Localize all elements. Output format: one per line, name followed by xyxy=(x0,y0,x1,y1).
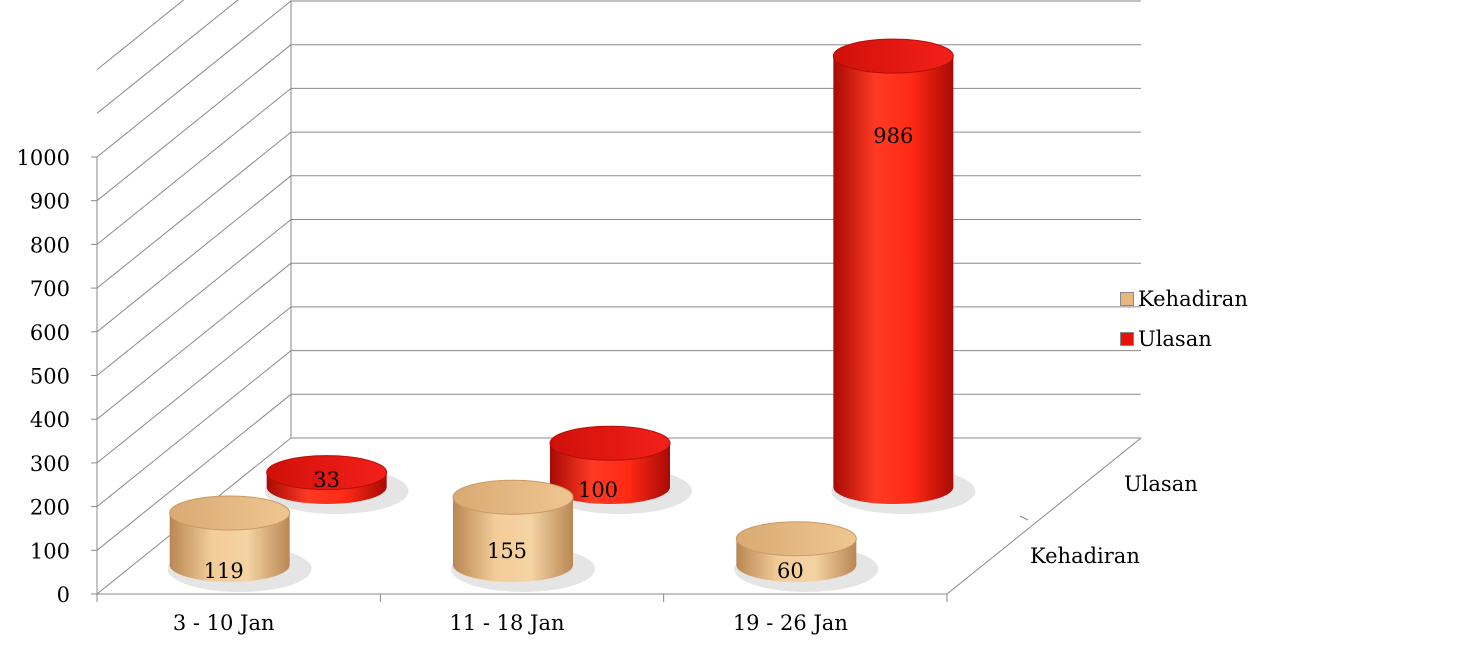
data-label-ulasan-0: 33 xyxy=(313,468,340,492)
bar-kehadiran-0 xyxy=(167,495,312,592)
legend-item-ulasan: Ulasan xyxy=(1120,324,1248,354)
bar-top xyxy=(549,425,671,461)
y-tick-label-8: 800 xyxy=(30,233,70,257)
data-label-kehadiran-0: 119 xyxy=(204,559,244,583)
gridline-side-6 xyxy=(96,175,292,333)
bar-top xyxy=(735,521,857,557)
gridline-side-11 xyxy=(96,0,239,114)
gridline-side-9 xyxy=(96,44,292,202)
y-tick-label-2: 200 xyxy=(30,496,70,520)
y-tick-label-7: 700 xyxy=(30,277,70,301)
bar-kehadiran-1 xyxy=(451,479,595,592)
bar-top xyxy=(452,479,574,515)
gridline-side-10 xyxy=(96,0,292,158)
gridline-side-2 xyxy=(96,350,292,507)
series-kehadiran: 119 155 60 xyxy=(167,479,879,592)
y-tick-label-0: 0 xyxy=(57,583,70,607)
gridline-side-1 xyxy=(96,393,292,551)
gridline-side-3 xyxy=(96,306,292,464)
bar-top xyxy=(832,38,954,74)
depth-label-0: Kehadiran xyxy=(1030,544,1140,568)
legend-label-kehadiran: Kehadiran xyxy=(1138,287,1248,311)
bar-top xyxy=(266,455,388,491)
x-tick-label-0: 3 - 10 Jan xyxy=(173,611,275,635)
gridline-side-8 xyxy=(96,88,292,245)
y-tick-label-10: 1000 xyxy=(17,146,70,170)
gridline-side-4 xyxy=(96,262,292,420)
y-tick-label-4: 400 xyxy=(30,408,70,432)
depth-tick-mark xyxy=(1019,515,1029,521)
data-label-kehadiran-1: 155 xyxy=(487,539,527,563)
gridline-side-12 xyxy=(96,0,185,70)
x-tick-label-1: 11 - 18 Jan xyxy=(449,611,564,635)
bar-side xyxy=(833,56,954,504)
legend-swatch-ulasan xyxy=(1120,332,1134,346)
data-label-ulasan-1: 100 xyxy=(578,478,618,502)
bar-side xyxy=(453,497,573,582)
legend-swatch-kehadiran xyxy=(1120,292,1134,306)
series-ulasan: 33 100 986 xyxy=(264,38,976,514)
depth-label-1: Ulasan xyxy=(1124,472,1198,496)
y-tick-label-6: 600 xyxy=(30,321,70,345)
bar-side xyxy=(169,512,290,582)
bar-kehadiran-2 xyxy=(734,521,879,592)
legend-item-kehadiran: Kehadiran xyxy=(1120,284,1248,314)
data-label-ulasan-2: 986 xyxy=(873,124,913,148)
depth-axis-line xyxy=(946,437,1142,595)
data-label-kehadiran-2: 60 xyxy=(777,559,804,583)
bar-top xyxy=(169,495,291,531)
gridline-side-7 xyxy=(96,131,292,289)
y-tick-label-1: 100 xyxy=(30,539,70,563)
bar-ulasan-2 xyxy=(831,38,976,514)
legend: Kehadiran Ulasan xyxy=(1120,284,1248,364)
x-tick-label-2: 19 - 26 Jan xyxy=(733,611,848,635)
gridline-side-5 xyxy=(96,219,292,376)
legend-label-ulasan: Ulasan xyxy=(1138,327,1212,351)
y-tick-label-3: 300 xyxy=(30,452,70,476)
y-tick-label-9: 900 xyxy=(30,190,70,214)
bar-ulasan-0 xyxy=(264,455,409,514)
y-tick-label-5: 500 xyxy=(30,365,70,389)
bar-ulasan-1 xyxy=(548,425,692,514)
